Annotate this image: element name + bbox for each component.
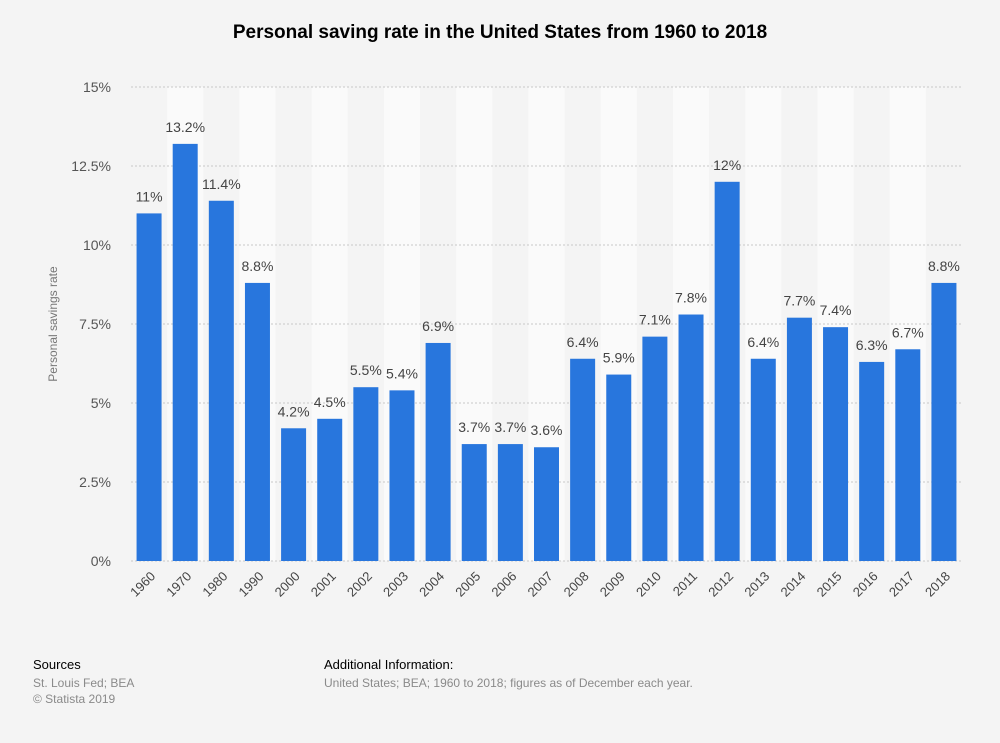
bar[interactable] — [678, 314, 704, 561]
bar[interactable] — [461, 444, 487, 561]
data-label: 3.7% — [458, 419, 490, 435]
data-label: 11% — [136, 188, 163, 204]
bar[interactable] — [606, 374, 632, 561]
data-label: 11.4% — [202, 176, 241, 192]
data-label: 6.7% — [892, 324, 924, 340]
y-tick-label: 7.5% — [79, 316, 111, 332]
x-tick-label: 2000 — [272, 569, 303, 600]
bar[interactable] — [931, 282, 957, 561]
data-label: 8.8% — [241, 258, 273, 274]
data-label: 6.9% — [422, 318, 454, 334]
y-tick-label: 5% — [91, 395, 111, 411]
data-label: 7.4% — [820, 302, 852, 318]
x-tick-label: 2008 — [561, 569, 592, 600]
additional-info-text: United States; BEA; 1960 to 2018; figure… — [324, 676, 693, 690]
x-tick-label: 2007 — [525, 569, 556, 600]
bar[interactable] — [244, 282, 270, 561]
x-tick-label: 2014 — [777, 569, 808, 600]
bar[interactable] — [353, 387, 379, 561]
x-tick-label: 2005 — [452, 569, 483, 600]
bar-chart: 0% 2.5% 5% 7.5% 10% 12.5% 15% Personal savings … — [46, 79, 962, 600]
data-label: 5.5% — [350, 362, 382, 378]
data-label: 6.4% — [747, 334, 779, 350]
bar[interactable] — [895, 349, 921, 561]
bar[interactable] — [208, 200, 234, 561]
bar[interactable] — [136, 213, 162, 561]
data-label: 3.6% — [531, 422, 563, 438]
data-label: 6.3% — [856, 337, 888, 353]
x-tick-label: 2015 — [814, 569, 845, 600]
data-label: 3.7% — [494, 419, 526, 435]
sources-heading: Sources — [33, 657, 81, 672]
bar[interactable] — [534, 447, 559, 561]
bar[interactable] — [425, 342, 451, 561]
bar[interactable] — [389, 390, 415, 561]
data-label: 8.8% — [928, 258, 960, 274]
bar[interactable] — [317, 418, 343, 561]
x-tick-label: 2002 — [344, 569, 375, 600]
bar[interactable] — [497, 444, 523, 561]
x-tick-label: 2017 — [886, 569, 917, 600]
x-tick-label: 2001 — [308, 569, 339, 600]
chart-title: Personal saving rate in the United State… — [232, 22, 768, 43]
bar[interactable] — [570, 358, 596, 561]
data-label: 13.2% — [165, 119, 205, 135]
data-label: 12% — [713, 157, 741, 173]
data-label: 5.4% — [386, 365, 418, 381]
bar[interactable] — [281, 428, 307, 561]
data-label: 4.5% — [314, 394, 346, 410]
bar[interactable] — [859, 361, 885, 561]
bar[interactable] — [714, 181, 740, 562]
bar[interactable] — [786, 317, 812, 561]
x-tick-label: 2004 — [416, 569, 447, 600]
x-tick-label: 2018 — [922, 569, 953, 600]
bar[interactable] — [642, 336, 668, 561]
x-tick-label: 2013 — [741, 569, 772, 600]
data-label: 7.7% — [783, 293, 815, 309]
x-tick-label: 2009 — [597, 569, 628, 600]
y-tick-label: 10% — [83, 237, 111, 253]
y-tick-label: 12.5% — [71, 158, 111, 174]
x-tick-label: 2012 — [705, 569, 736, 600]
x-tick-label: 2016 — [850, 569, 881, 600]
data-label: 5.9% — [603, 350, 635, 366]
data-label: 4.2% — [278, 403, 310, 419]
x-tick-label: 2011 — [670, 569, 700, 599]
sources-block: Sources St. Louis Fed; BEA © Statista 20… — [33, 657, 134, 707]
x-tick-label: 1970 — [163, 569, 194, 600]
x-tick-label: 2010 — [633, 569, 664, 600]
additional-info-heading: Additional Information: — [324, 657, 454, 672]
x-tick-label: 1960 — [127, 569, 158, 600]
data-label: 7.8% — [675, 290, 707, 306]
x-tick-label: 1980 — [199, 569, 230, 600]
x-tick-label: 2006 — [488, 569, 519, 600]
copyright-text: © Statista 2019 — [33, 692, 116, 706]
bar[interactable] — [172, 143, 198, 561]
y-tick-label: 2.5% — [79, 474, 111, 490]
x-tick-label: 2003 — [380, 569, 411, 600]
x-tick-label: 1990 — [236, 569, 267, 600]
y-axis-label: Personal savings rate — [46, 266, 60, 382]
data-label: 7.1% — [639, 312, 671, 328]
sources-text[interactable]: St. Louis Fed; BEA — [33, 676, 135, 690]
data-label: 6.4% — [567, 334, 599, 350]
y-tick-label: 0% — [91, 553, 111, 569]
bar[interactable] — [750, 358, 776, 561]
bar[interactable] — [823, 327, 849, 561]
additional-info-block: Additional Information: United States; B… — [324, 657, 693, 691]
y-tick-label: 15% — [83, 79, 111, 95]
